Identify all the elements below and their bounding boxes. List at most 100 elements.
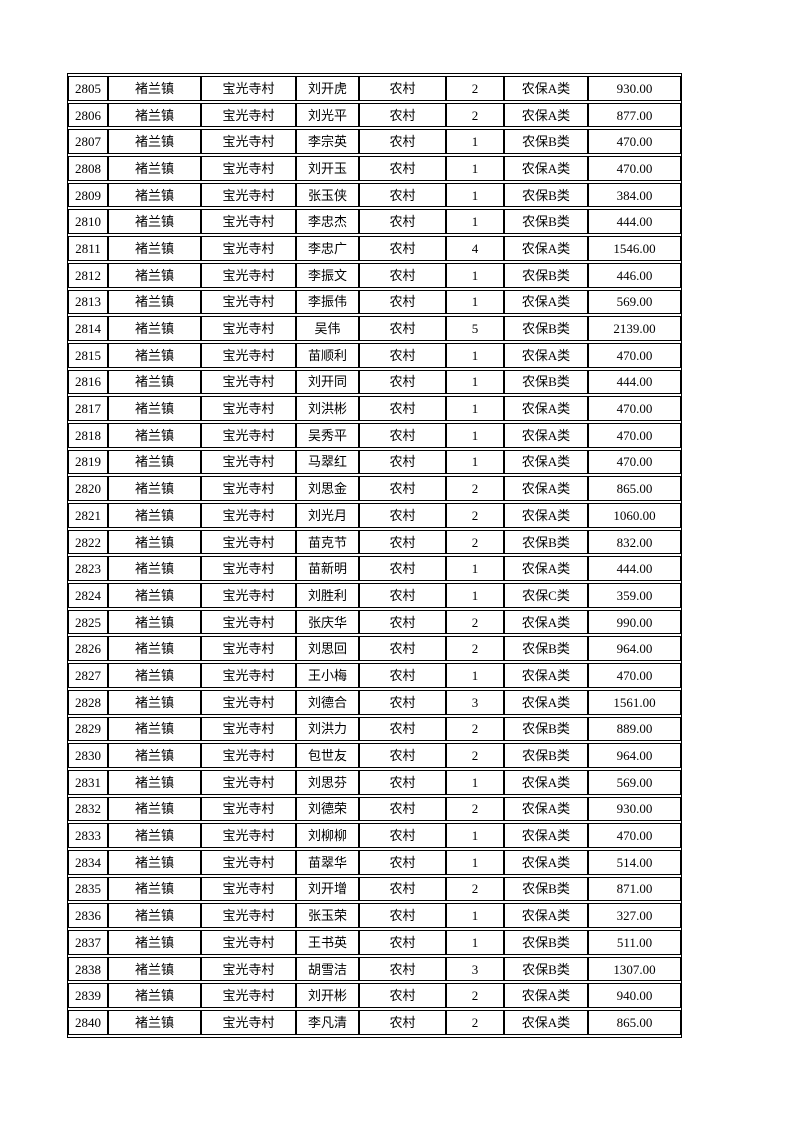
table-row: 2840 褚兰镇 宝光寺村 李凡清 农村 2 农保A类 865.00 <box>68 1010 681 1035</box>
cell-village: 宝光寺村 <box>201 769 296 795</box>
cell-insurance-category: 农保A类 <box>504 556 588 582</box>
table-row: 2828 褚兰镇 宝光寺村 刘德合 农村 3 农保A类 1561.00 <box>68 689 681 715</box>
cell-town: 褚兰镇 <box>108 476 201 501</box>
cell-name: 王小梅 <box>296 663 359 688</box>
cell-town: 褚兰镇 <box>108 1010 201 1035</box>
cell-amount: 865.00 <box>588 1010 681 1035</box>
cell-area-type: 农村 <box>359 342 446 368</box>
cell-name: 张庆华 <box>296 609 359 635</box>
cell-name: 苗翠华 <box>296 849 359 875</box>
cell-village: 宝光寺村 <box>201 476 296 501</box>
cell-amount: 470.00 <box>588 156 681 181</box>
cell-seq: 2840 <box>68 1010 108 1035</box>
table-row: 2823 褚兰镇 宝光寺村 苗新明 农村 1 农保A类 444.00 <box>68 556 681 582</box>
cell-person-count: 1 <box>446 903 504 928</box>
cell-town: 褚兰镇 <box>108 76 201 101</box>
cell-seq: 2820 <box>68 476 108 501</box>
cell-person-count: 1 <box>446 342 504 368</box>
cell-insurance-category: 农保A类 <box>504 796 588 822</box>
cell-area-type: 农村 <box>359 769 446 795</box>
cell-amount: 359.00 <box>588 583 681 608</box>
cell-amount: 1561.00 <box>588 689 681 715</box>
cell-person-count: 1 <box>446 930 504 955</box>
cell-seq: 2829 <box>68 716 108 742</box>
cell-seq: 2805 <box>68 76 108 101</box>
cell-seq: 2823 <box>68 556 108 582</box>
cell-insurance-category: 农保B类 <box>504 182 588 208</box>
table-row: 2807 褚兰镇 宝光寺村 李宗英 农村 1 农保B类 470.00 <box>68 129 681 155</box>
cell-seq: 2826 <box>68 636 108 662</box>
cell-town: 褚兰镇 <box>108 689 201 715</box>
cell-amount: 470.00 <box>588 342 681 368</box>
cell-town: 褚兰镇 <box>108 182 201 208</box>
cell-insurance-category: 农保A类 <box>504 769 588 795</box>
cell-amount: 470.00 <box>588 449 681 475</box>
cell-insurance-category: 农保B类 <box>504 129 588 155</box>
table-row: 2831 褚兰镇 宝光寺村 刘思芬 农村 1 农保A类 569.00 <box>68 769 681 795</box>
cell-seq: 2831 <box>68 769 108 795</box>
cell-insurance-category: 农保A类 <box>504 102 588 128</box>
cell-amount: 470.00 <box>588 129 681 155</box>
cell-village: 宝光寺村 <box>201 262 296 288</box>
cell-town: 褚兰镇 <box>108 930 201 955</box>
cell-person-count: 2 <box>446 876 504 902</box>
table-row: 2806 褚兰镇 宝光寺村 刘光平 农村 2 农保A类 877.00 <box>68 102 681 128</box>
cell-seq: 2814 <box>68 316 108 341</box>
cell-amount: 444.00 <box>588 556 681 582</box>
cell-amount: 470.00 <box>588 422 681 448</box>
cell-name: 李振文 <box>296 262 359 288</box>
cell-town: 褚兰镇 <box>108 956 201 982</box>
cell-amount: 470.00 <box>588 823 681 848</box>
cell-area-type: 农村 <box>359 823 446 848</box>
cell-name: 刘开同 <box>296 369 359 395</box>
cell-amount: 940.00 <box>588 983 681 1009</box>
cell-amount: 871.00 <box>588 876 681 902</box>
cell-person-count: 1 <box>446 823 504 848</box>
cell-amount: 865.00 <box>588 476 681 501</box>
cell-person-count: 1 <box>446 369 504 395</box>
cell-village: 宝光寺村 <box>201 689 296 715</box>
cell-insurance-category: 农保C类 <box>504 583 588 608</box>
cell-insurance-category: 农保A类 <box>504 289 588 315</box>
cell-person-count: 2 <box>446 529 504 555</box>
cell-village: 宝光寺村 <box>201 209 296 235</box>
cell-area-type: 农村 <box>359 663 446 688</box>
cell-seq: 2834 <box>68 849 108 875</box>
cell-town: 褚兰镇 <box>108 769 201 795</box>
table-row: 2821 褚兰镇 宝光寺村 刘光月 农村 2 农保A类 1060.00 <box>68 503 681 528</box>
cell-seq: 2817 <box>68 396 108 421</box>
cell-area-type: 农村 <box>359 956 446 982</box>
cell-name: 刘思金 <box>296 476 359 501</box>
cell-person-count: 2 <box>446 716 504 742</box>
cell-name: 刘开玉 <box>296 156 359 181</box>
table-row: 2813 褚兰镇 宝光寺村 李振伟 农村 1 农保A类 569.00 <box>68 289 681 315</box>
cell-insurance-category: 农保B类 <box>504 876 588 902</box>
cell-area-type: 农村 <box>359 689 446 715</box>
cell-person-count: 1 <box>446 156 504 181</box>
cell-area-type: 农村 <box>359 422 446 448</box>
cell-area-type: 农村 <box>359 209 446 235</box>
cell-village: 宝光寺村 <box>201 983 296 1009</box>
cell-area-type: 农村 <box>359 1010 446 1035</box>
table-row: 2825 褚兰镇 宝光寺村 张庆华 农村 2 农保A类 990.00 <box>68 609 681 635</box>
table-row: 2835 褚兰镇 宝光寺村 刘开增 农村 2 农保B类 871.00 <box>68 876 681 902</box>
cell-village: 宝光寺村 <box>201 422 296 448</box>
cell-town: 褚兰镇 <box>108 449 201 475</box>
cell-village: 宝光寺村 <box>201 396 296 421</box>
cell-seq: 2806 <box>68 102 108 128</box>
cell-amount: 569.00 <box>588 769 681 795</box>
cell-seq: 2809 <box>68 182 108 208</box>
cell-seq: 2819 <box>68 449 108 475</box>
cell-name: 张玉荣 <box>296 903 359 928</box>
cell-insurance-category: 农保A类 <box>504 503 588 528</box>
table-row: 2839 褚兰镇 宝光寺村 刘开彬 农村 2 农保A类 940.00 <box>68 983 681 1009</box>
cell-village: 宝光寺村 <box>201 342 296 368</box>
cell-town: 褚兰镇 <box>108 983 201 1009</box>
cell-seq: 2839 <box>68 983 108 1009</box>
cell-town: 褚兰镇 <box>108 369 201 395</box>
cell-person-count: 1 <box>446 262 504 288</box>
cell-town: 褚兰镇 <box>108 342 201 368</box>
cell-person-count: 1 <box>446 209 504 235</box>
cell-town: 褚兰镇 <box>108 716 201 742</box>
